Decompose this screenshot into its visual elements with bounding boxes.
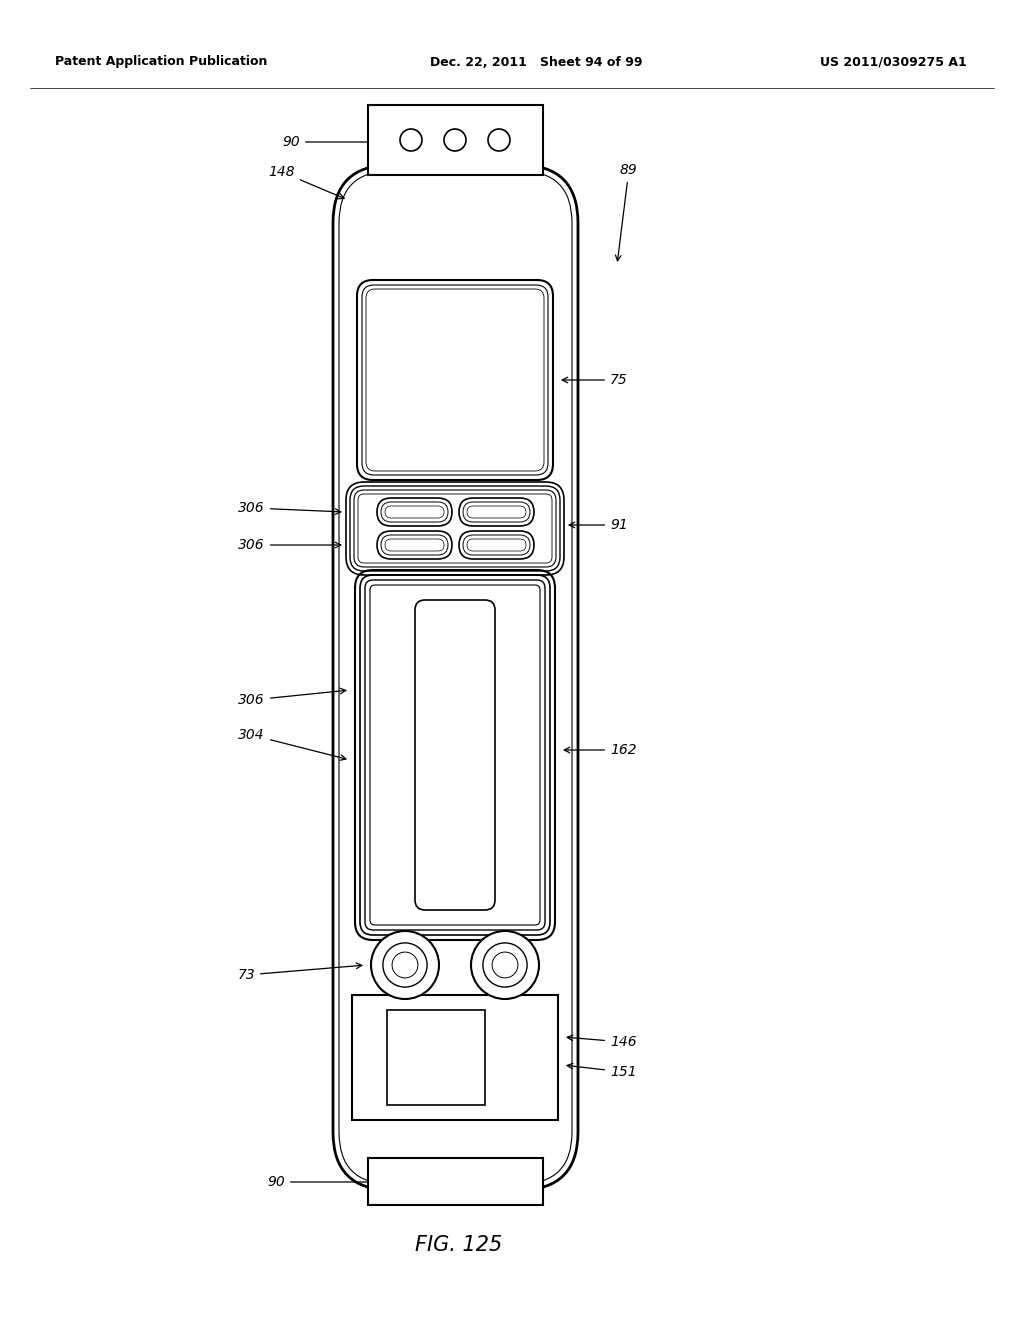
Circle shape	[371, 931, 439, 999]
Text: FIG. 125: FIG. 125	[415, 1236, 502, 1255]
Text: 90: 90	[267, 1175, 379, 1189]
FancyBboxPatch shape	[463, 502, 530, 521]
FancyBboxPatch shape	[463, 535, 530, 554]
FancyBboxPatch shape	[459, 531, 534, 558]
Text: 89: 89	[615, 162, 638, 261]
Circle shape	[471, 931, 539, 999]
Circle shape	[488, 129, 510, 150]
Text: 148: 148	[268, 165, 344, 199]
Circle shape	[400, 129, 422, 150]
FancyBboxPatch shape	[381, 535, 449, 554]
Bar	[368, 106, 543, 176]
FancyBboxPatch shape	[385, 539, 444, 550]
Text: 162: 162	[564, 743, 637, 756]
Text: 90: 90	[283, 135, 379, 149]
FancyBboxPatch shape	[459, 498, 534, 525]
Circle shape	[444, 129, 466, 150]
Circle shape	[483, 942, 527, 987]
Text: 73: 73	[238, 964, 361, 982]
FancyBboxPatch shape	[357, 280, 553, 480]
Circle shape	[392, 952, 418, 978]
Circle shape	[493, 952, 518, 978]
Text: 146: 146	[567, 1035, 637, 1049]
FancyBboxPatch shape	[467, 506, 526, 517]
Text: 306: 306	[239, 502, 341, 515]
FancyBboxPatch shape	[385, 506, 444, 517]
Text: 91: 91	[569, 517, 628, 532]
Circle shape	[383, 942, 427, 987]
Bar	[368, 1158, 543, 1205]
FancyBboxPatch shape	[467, 539, 526, 550]
Bar	[387, 1010, 485, 1105]
Text: 151: 151	[567, 1064, 637, 1078]
Text: Patent Application Publication: Patent Application Publication	[55, 55, 267, 69]
Bar	[352, 995, 558, 1119]
FancyBboxPatch shape	[377, 531, 452, 558]
Text: 304: 304	[239, 729, 346, 760]
FancyBboxPatch shape	[333, 165, 578, 1191]
Text: 306: 306	[239, 688, 346, 708]
Text: US 2011/0309275 A1: US 2011/0309275 A1	[820, 55, 967, 69]
FancyBboxPatch shape	[377, 498, 452, 525]
FancyBboxPatch shape	[415, 601, 495, 909]
Text: 75: 75	[562, 374, 628, 387]
Text: Dec. 22, 2011   Sheet 94 of 99: Dec. 22, 2011 Sheet 94 of 99	[430, 55, 642, 69]
FancyBboxPatch shape	[355, 570, 555, 940]
FancyBboxPatch shape	[381, 502, 449, 521]
Text: 306: 306	[239, 539, 341, 552]
